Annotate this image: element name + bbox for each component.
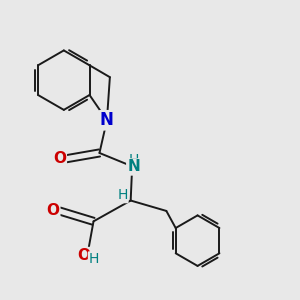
Text: O: O	[46, 203, 59, 218]
Text: O: O	[53, 152, 66, 166]
Text: O: O	[77, 248, 91, 263]
Text: N: N	[127, 159, 140, 174]
Text: N: N	[100, 111, 114, 129]
Text: H: H	[117, 188, 128, 202]
Text: H: H	[128, 153, 139, 167]
Text: H: H	[89, 252, 99, 266]
